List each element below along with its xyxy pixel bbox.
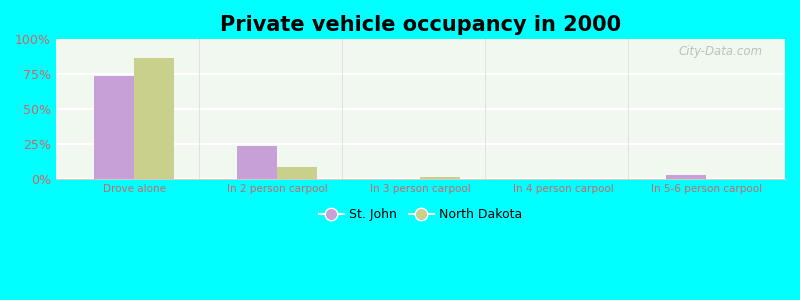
Bar (134, 58, 174, 179)
Bar (420, 177, 461, 179)
Bar (666, 175, 706, 179)
Bar (238, 146, 278, 179)
Text: City-Data.com: City-Data.com (679, 45, 763, 58)
Title: Private vehicle occupancy in 2000: Private vehicle occupancy in 2000 (220, 15, 621, 35)
Bar (278, 167, 318, 179)
Bar (94, 76, 134, 179)
Legend: St. John, North Dakota: St. John, North Dakota (314, 203, 527, 226)
